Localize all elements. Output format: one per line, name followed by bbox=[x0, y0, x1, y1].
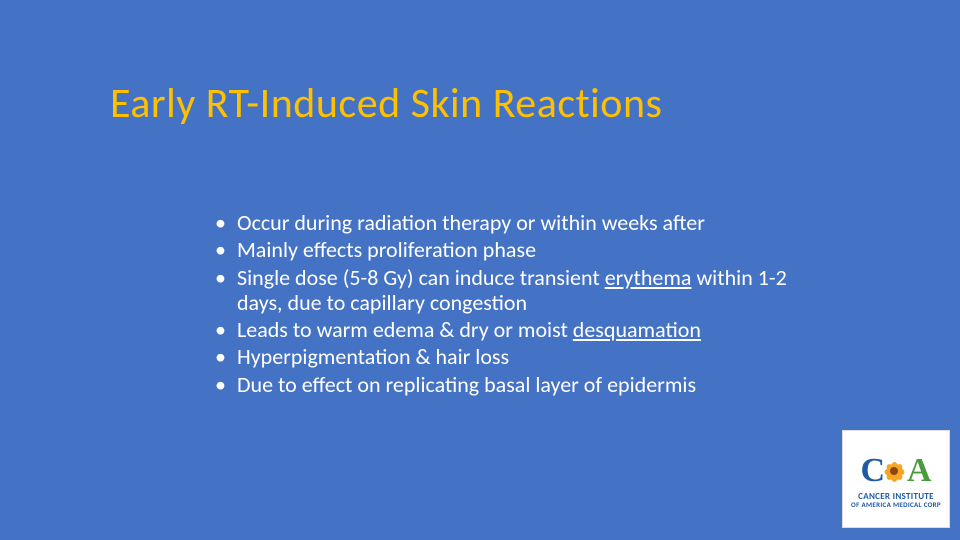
bullet-item: • Hyperpigmentation & hair loss bbox=[215, 344, 805, 369]
bullet-item: • Mainly effects proliferation phase bbox=[215, 237, 805, 262]
bullet-marker-icon: • bbox=[215, 210, 237, 235]
bullet-text: Occur during radiation therapy or within… bbox=[237, 210, 805, 235]
bullet-marker-icon: • bbox=[215, 372, 237, 397]
slide-title: Early RT-Induced Skin Reactions bbox=[110, 78, 662, 129]
bullet-text: Single dose (5-8 Gy) can induce transien… bbox=[237, 265, 805, 316]
bullet-item: • Leads to warm edema & dry or moist des… bbox=[215, 317, 805, 342]
bullet-marker-icon: • bbox=[215, 317, 237, 342]
logo-graphic: C A bbox=[860, 452, 931, 490]
bullet-text: Due to effect on replicating basal layer… bbox=[237, 372, 805, 397]
logo-letter-c: C bbox=[860, 452, 881, 490]
bullet-text: Leads to warm edema & dry or moist desqu… bbox=[237, 317, 805, 342]
bullet-marker-icon: • bbox=[215, 265, 237, 316]
logo-text-line2: OF AMERICA MEDICAL CORP bbox=[851, 501, 941, 508]
bullet-text: Hyperpigmentation & hair loss bbox=[237, 344, 805, 369]
bullet-marker-icon: • bbox=[215, 237, 237, 262]
bullet-item: • Due to effect on replicating basal lay… bbox=[215, 372, 805, 397]
bullet-text: Mainly effects proliferation phase bbox=[237, 237, 805, 262]
bullet-item: • Single dose (5-8 Gy) can induce transi… bbox=[215, 265, 805, 316]
bullet-marker-icon: • bbox=[215, 344, 237, 369]
company-logo: C A CANCER INSTITUTE OF AMERICA MEDICAL … bbox=[842, 430, 950, 528]
bullet-item: • Occur during radiation therapy or with… bbox=[215, 210, 805, 235]
flower-icon bbox=[883, 460, 905, 482]
bullet-list: • Occur during radiation therapy or with… bbox=[215, 210, 805, 399]
logo-letter-a: A bbox=[907, 452, 932, 490]
